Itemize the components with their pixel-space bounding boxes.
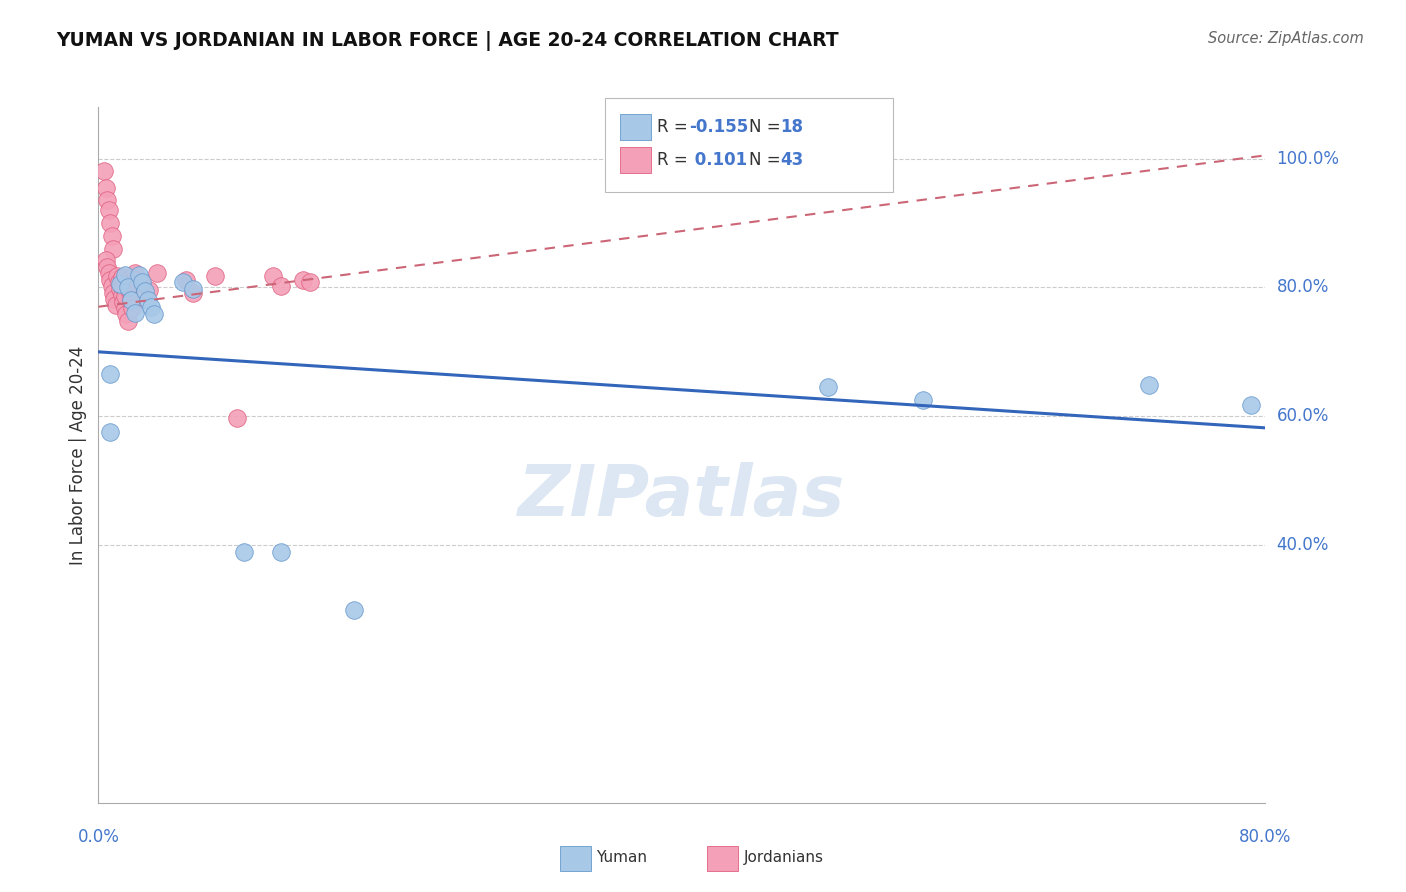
Text: Yuman: Yuman: [596, 850, 647, 864]
Point: [124, 266, 146, 280]
Point: [111, 288, 134, 302]
Text: R =: R =: [657, 151, 693, 169]
Y-axis label: In Labor Force | Age 20-24: In Labor Force | Age 20-24: [69, 345, 87, 565]
Point: [1137, 378, 1160, 392]
Point: [112, 294, 135, 309]
Point: [103, 292, 125, 306]
Text: 0.101: 0.101: [689, 151, 747, 169]
Point: [110, 277, 132, 292]
Point: [298, 275, 321, 289]
Text: ZIPatlas: ZIPatlas: [519, 462, 845, 531]
Point: [128, 268, 150, 282]
Point: [139, 300, 162, 314]
Point: [131, 277, 153, 291]
Point: [112, 280, 135, 294]
Point: [121, 301, 143, 315]
Text: 80.0%: 80.0%: [1277, 278, 1329, 296]
Point: [100, 228, 122, 243]
Point: [134, 284, 156, 298]
Point: [110, 282, 132, 296]
Point: [98, 425, 121, 440]
Point: [115, 308, 138, 322]
Point: [118, 283, 141, 297]
Text: 100.0%: 100.0%: [1277, 150, 1340, 168]
Point: [120, 292, 142, 306]
Point: [104, 298, 127, 312]
Text: 0.0%: 0.0%: [77, 828, 120, 846]
Point: [117, 280, 139, 294]
Point: [117, 314, 139, 328]
Text: Jordanians: Jordanians: [744, 850, 824, 864]
Point: [97, 266, 120, 280]
Point: [142, 308, 165, 322]
Point: [174, 273, 197, 287]
Text: R =: R =: [657, 118, 693, 136]
Point: [270, 279, 292, 293]
Point: [114, 301, 136, 315]
Point: [98, 368, 121, 382]
Text: 60.0%: 60.0%: [1277, 408, 1329, 425]
Point: [1240, 398, 1263, 412]
Point: [146, 266, 169, 280]
Point: [270, 544, 292, 558]
Point: [343, 602, 366, 616]
Point: [114, 289, 136, 303]
Point: [124, 306, 146, 320]
Point: [291, 273, 314, 287]
Point: [181, 282, 204, 296]
Text: -0.155: -0.155: [689, 118, 748, 136]
Point: [233, 544, 256, 558]
Point: [172, 275, 194, 289]
Point: [125, 273, 148, 287]
Point: [98, 216, 121, 230]
Point: [96, 194, 118, 208]
Point: [101, 242, 124, 256]
Point: [226, 410, 249, 425]
Point: [181, 285, 204, 300]
Point: [94, 180, 117, 194]
Point: [105, 268, 128, 283]
Point: [111, 270, 134, 285]
Text: 43: 43: [780, 151, 804, 169]
Point: [262, 268, 284, 283]
Text: 18: 18: [780, 118, 803, 136]
Point: [204, 268, 226, 283]
Point: [97, 203, 120, 218]
Point: [98, 273, 121, 287]
Point: [108, 275, 131, 289]
Point: [117, 273, 139, 287]
Text: Source: ZipAtlas.com: Source: ZipAtlas.com: [1208, 31, 1364, 46]
Point: [101, 285, 124, 300]
Point: [817, 380, 839, 394]
Text: 40.0%: 40.0%: [1277, 536, 1329, 554]
Point: [136, 293, 159, 308]
Text: 80.0%: 80.0%: [1239, 828, 1292, 846]
Point: [100, 279, 122, 293]
Point: [138, 283, 160, 297]
Text: YUMAN VS JORDANIAN IN LABOR FORCE | AGE 20-24 CORRELATION CHART: YUMAN VS JORDANIAN IN LABOR FORCE | AGE …: [56, 31, 839, 51]
Point: [131, 275, 153, 289]
Point: [96, 260, 118, 274]
Text: N =: N =: [749, 151, 786, 169]
Text: N =: N =: [749, 118, 786, 136]
Point: [114, 268, 136, 282]
Point: [120, 293, 142, 308]
Point: [94, 252, 117, 267]
Point: [93, 164, 115, 178]
Point: [911, 393, 934, 408]
